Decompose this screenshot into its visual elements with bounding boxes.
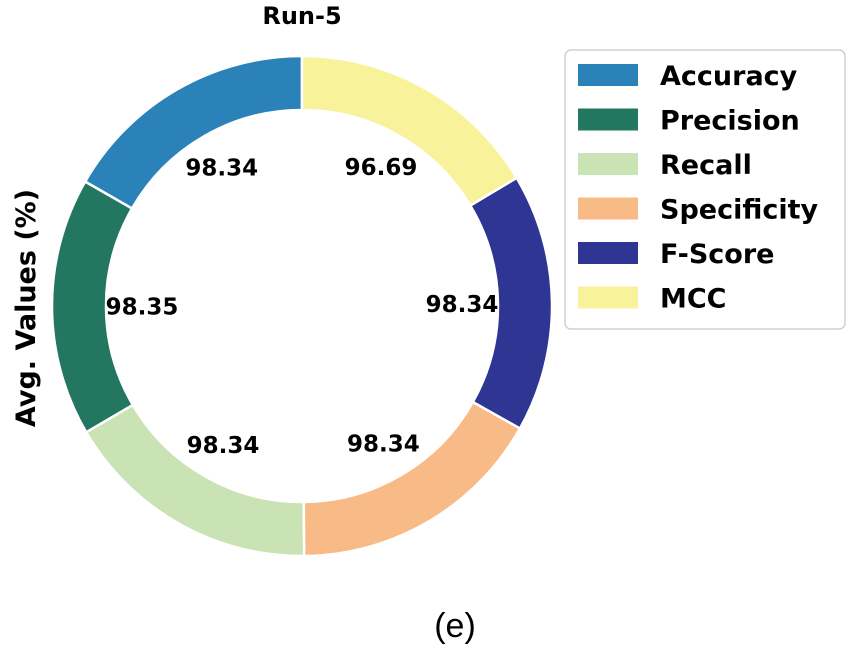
legend-swatch-accuracy (578, 64, 638, 86)
legend-swatch-mcc (578, 286, 638, 309)
chart-title: Run-5 (262, 2, 341, 30)
legend-label-mcc: MCC (660, 284, 727, 315)
slice-value-labels: 98.34 98.35 98.34 98.34 98.34 96.69 (106, 155, 499, 459)
legend-label-precision: Precision (660, 106, 800, 137)
legend-label-accuracy: Accuracy (660, 61, 798, 92)
value-label-precision: 98.35 (106, 295, 179, 321)
donut-slices (50, 54, 554, 558)
legend-swatch-f-score (578, 242, 638, 264)
legend-swatch-specificity (578, 197, 638, 220)
value-label-accuracy: 98.34 (185, 156, 258, 182)
figure-caption: (e) (434, 607, 476, 645)
value-label-specificity: 98.34 (347, 432, 420, 458)
slice-specificity (302, 400, 522, 558)
value-label-f-score: 98.34 (426, 292, 499, 318)
legend-swatch-recall (578, 153, 638, 175)
legend-label-recall: Recall (660, 150, 752, 181)
slice-mcc (300, 54, 519, 208)
legend-label-f-score: F-Score (660, 239, 774, 270)
legend-label-specificity: Specificity (660, 195, 819, 226)
slice-accuracy (83, 54, 304, 211)
legend: Accuracy Precision Recall Specificity F-Scor… (564, 49, 846, 330)
y-axis-label: Avg. Values (%) (11, 189, 42, 427)
value-label-recall: 98.34 (187, 433, 260, 459)
value-label-mcc: 96.69 (345, 155, 418, 181)
slice-recall (84, 403, 306, 558)
legend-swatch-precision (578, 108, 638, 131)
